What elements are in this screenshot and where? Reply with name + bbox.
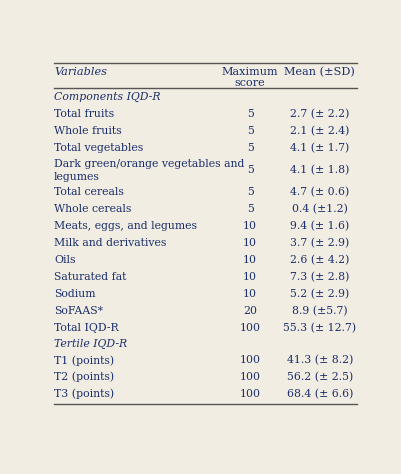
Text: Components IQD-R: Components IQD-R <box>54 92 161 102</box>
Text: Total IQD-R: Total IQD-R <box>54 323 119 333</box>
Text: Maximum
score: Maximum score <box>222 67 278 89</box>
Text: 5: 5 <box>247 126 253 136</box>
Text: 7.3 (± 2.8): 7.3 (± 2.8) <box>290 272 350 282</box>
Text: 5: 5 <box>247 187 253 197</box>
Text: 3.7 (± 2.9): 3.7 (± 2.9) <box>290 238 349 248</box>
Text: Sodium: Sodium <box>54 289 95 299</box>
Text: SoFAAS*: SoFAAS* <box>54 306 103 316</box>
Text: Whole fruits: Whole fruits <box>54 126 122 136</box>
Text: 41.3 (± 8.2): 41.3 (± 8.2) <box>287 355 353 365</box>
Text: 68.4 (± 6.6): 68.4 (± 6.6) <box>287 389 353 399</box>
Text: 5: 5 <box>247 165 253 175</box>
Text: Meats, eggs, and legumes: Meats, eggs, and legumes <box>54 221 197 231</box>
Text: 10: 10 <box>243 272 257 282</box>
Text: 100: 100 <box>239 355 261 365</box>
Text: 8.9 (±5.7): 8.9 (±5.7) <box>292 306 348 316</box>
Text: T2 (points): T2 (points) <box>54 372 114 383</box>
Text: 5: 5 <box>247 143 253 153</box>
Text: Whole cereals: Whole cereals <box>54 204 132 214</box>
Text: Total fruits: Total fruits <box>54 109 114 119</box>
Text: 0.4 (±1.2): 0.4 (±1.2) <box>292 204 348 215</box>
Text: 2.1 (± 2.4): 2.1 (± 2.4) <box>290 126 350 136</box>
Text: Dark green/orange vegetables and: Dark green/orange vegetables and <box>54 159 244 169</box>
Text: Tertile IQD-R: Tertile IQD-R <box>54 339 127 349</box>
Text: Oils: Oils <box>54 255 75 265</box>
Text: Saturated fat: Saturated fat <box>54 272 126 282</box>
Text: T1 (points): T1 (points) <box>54 355 114 365</box>
Text: Milk and derivatives: Milk and derivatives <box>54 238 166 248</box>
Text: 10: 10 <box>243 221 257 231</box>
Text: 2.6 (± 4.2): 2.6 (± 4.2) <box>290 255 350 265</box>
Text: 5.2 (± 2.9): 5.2 (± 2.9) <box>290 289 349 299</box>
Text: 100: 100 <box>239 323 261 333</box>
Text: Total cereals: Total cereals <box>54 187 124 197</box>
Text: 4.1 (± 1.7): 4.1 (± 1.7) <box>290 143 349 153</box>
Text: 55.3 (± 12.7): 55.3 (± 12.7) <box>283 323 356 333</box>
Text: Mean (±SD): Mean (±SD) <box>284 67 355 77</box>
Text: 10: 10 <box>243 289 257 299</box>
Text: 100: 100 <box>239 389 261 399</box>
Text: 9.4 (± 1.6): 9.4 (± 1.6) <box>290 221 349 231</box>
Text: 10: 10 <box>243 238 257 248</box>
Text: legumes: legumes <box>54 172 100 182</box>
Text: 20: 20 <box>243 306 257 316</box>
Text: 56.2 (± 2.5): 56.2 (± 2.5) <box>287 372 353 383</box>
Text: 5: 5 <box>247 109 253 119</box>
Text: Variables: Variables <box>54 67 107 77</box>
Text: 2.7 (± 2.2): 2.7 (± 2.2) <box>290 109 350 119</box>
Text: 4.7 (± 0.6): 4.7 (± 0.6) <box>290 187 349 198</box>
Text: 100: 100 <box>239 372 261 382</box>
Text: Total vegetables: Total vegetables <box>54 143 143 153</box>
Text: 10: 10 <box>243 255 257 265</box>
Text: 5: 5 <box>247 204 253 214</box>
Text: T3 (points): T3 (points) <box>54 389 114 400</box>
Text: 4.1 (± 1.8): 4.1 (± 1.8) <box>290 165 350 175</box>
